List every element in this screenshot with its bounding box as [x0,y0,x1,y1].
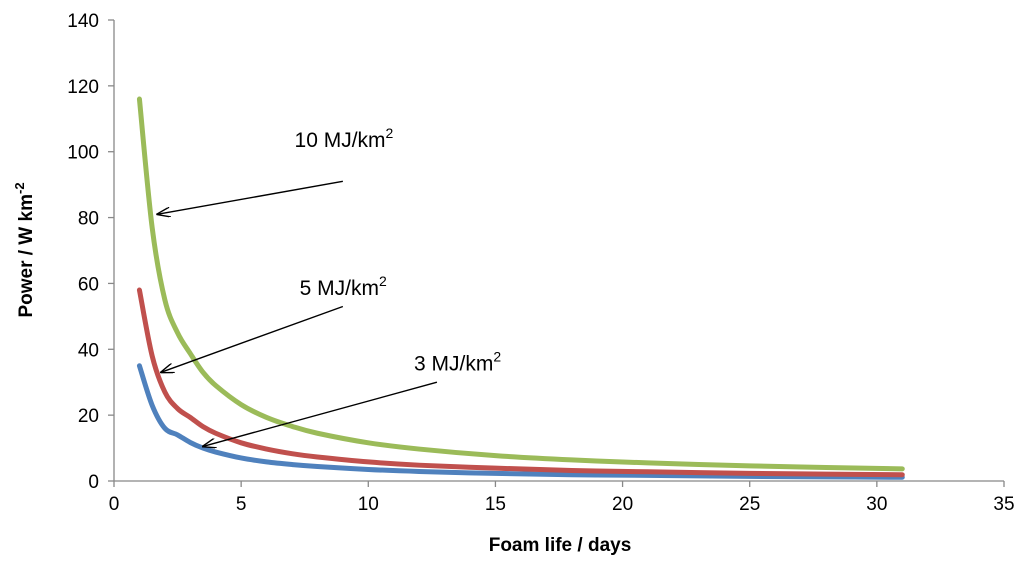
y-tick-label: 140 [67,11,99,32]
y-tick-label: 0 [88,472,99,493]
annotation-label-superscript: 2 [493,349,501,365]
annotation-arrow-2 [161,305,344,372]
x-tick-label: 5 [236,494,247,515]
series-line-2 [136,287,905,478]
x-tick-label: 30 [866,494,887,515]
annotation-label-text: 10 MJ/km [295,129,386,152]
series-line-1 [136,363,905,480]
x-tick-label: 35 [993,494,1014,515]
x-tick-label: 0 [109,494,120,515]
y-axis-title: Power / W km-2 [12,182,37,317]
annotation-label-3: 3 MJ/km2 [414,349,501,376]
y-tick-label: 40 [78,340,99,361]
x-tick-label: 25 [739,494,760,515]
annotation-label-text: 5 MJ/km [300,277,379,300]
series-lines [136,96,905,480]
axes: 0 20 40 60 80 100 120 140 0 5 10 15 20 25 30 35 [67,11,1014,515]
annotation-label-superscript: 2 [386,125,394,141]
y-tick-label: 20 [78,406,99,427]
x-tick-label: 15 [485,494,506,515]
x-tick-label: 10 [358,494,379,515]
x-tick-label: 20 [612,494,633,515]
annotation-label-superscript: 2 [379,273,387,289]
annotation-arrow-1 [157,180,343,214]
y-tick-label: 120 [67,77,99,98]
annotation-label-1: 10 MJ/km2 [295,125,394,152]
series-line-3 [136,96,905,472]
annotation-label-2: 5 MJ/km2 [300,273,387,300]
y-axis-title-text: Power / W km [16,194,37,318]
y-axis-title-superscript: -2 [12,182,27,194]
annotation-label-text: 3 MJ/km [414,353,493,376]
annotation-arrow-3 [203,381,438,446]
x-axis-title: Foam life / days [489,535,632,556]
y-tick-label: 100 [67,143,99,164]
y-tick-label: 80 [78,209,99,230]
y-tick-label: 60 [78,274,99,295]
